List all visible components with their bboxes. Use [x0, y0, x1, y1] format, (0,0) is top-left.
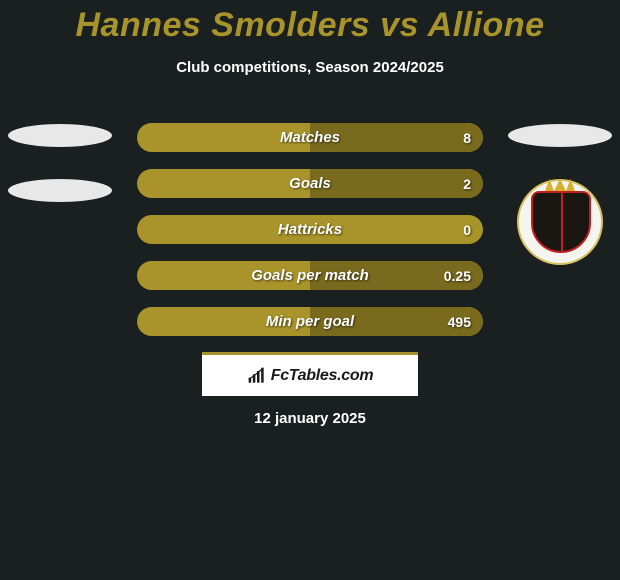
club-badge-icon: [517, 179, 603, 265]
subtitle: Club competitions, Season 2024/2025: [0, 59, 620, 76]
stat-value-right: 8: [463, 130, 471, 146]
stat-bar: Goals per match 0.25: [137, 261, 483, 290]
stat-value-right: 0.25: [444, 268, 471, 284]
placeholder-ellipse: [8, 124, 112, 147]
stat-value-right: 495: [448, 314, 471, 330]
stat-metric-label: Hattricks: [278, 221, 342, 238]
stat-bar: Hattricks 0: [137, 215, 483, 244]
brand-text: FcTables.com: [271, 367, 374, 385]
right-player-badges: [508, 124, 612, 265]
stat-metric-label: Min per goal: [266, 313, 354, 330]
comparison-bars: Matches 8 Goals 2 Hattricks 0 Goals per match 0…: [137, 123, 483, 353]
bar-chart-icon: [247, 367, 267, 385]
page-title: Hannes Smolders vs Allione: [0, 0, 620, 45]
left-player-badges: [8, 124, 112, 234]
stat-metric-label: Matches: [280, 129, 340, 146]
placeholder-ellipse: [8, 179, 112, 202]
stat-bar: Min per goal 495: [137, 307, 483, 336]
brand-watermark: FcTables.com: [202, 352, 418, 396]
placeholder-ellipse: [508, 124, 612, 147]
stat-bar: Matches 8: [137, 123, 483, 152]
stat-value-right: 0: [463, 222, 471, 238]
stat-metric-label: Goals per match: [251, 267, 369, 284]
date-text: 12 january 2025: [254, 410, 366, 427]
stat-bar: Goals 2: [137, 169, 483, 198]
stat-value-right: 2: [463, 176, 471, 192]
stat-metric-label: Goals: [289, 175, 331, 192]
